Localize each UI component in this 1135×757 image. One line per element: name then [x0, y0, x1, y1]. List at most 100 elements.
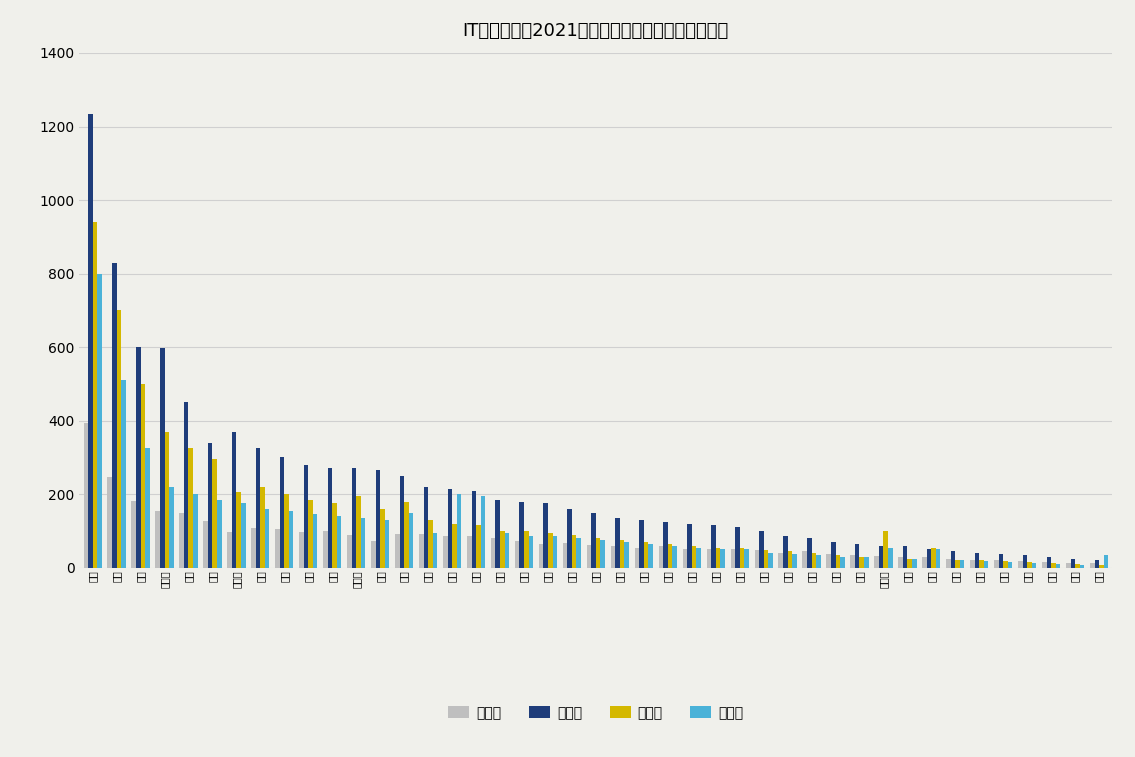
Bar	[515, 541, 520, 568]
Bar	[136, 347, 141, 568]
Bar	[745, 550, 749, 568]
Bar	[947, 559, 951, 568]
Bar	[98, 273, 102, 568]
Bar	[984, 561, 989, 568]
Bar	[1032, 563, 1036, 568]
Bar	[735, 528, 740, 568]
Bar	[816, 555, 821, 568]
Bar	[716, 547, 721, 568]
Bar	[620, 540, 624, 568]
Bar	[141, 384, 145, 568]
Bar	[902, 547, 907, 568]
Bar	[812, 553, 816, 568]
Bar	[994, 560, 999, 568]
Bar	[553, 537, 557, 568]
Bar	[721, 550, 725, 568]
Bar	[524, 531, 529, 568]
Bar	[568, 509, 572, 568]
Bar	[960, 560, 965, 568]
Bar	[203, 522, 208, 568]
Bar	[1027, 562, 1032, 568]
Bar	[188, 448, 193, 568]
Bar	[132, 501, 136, 568]
Bar	[208, 443, 212, 568]
Bar	[328, 469, 333, 568]
Bar	[160, 348, 165, 568]
Bar	[333, 503, 337, 568]
Bar	[591, 512, 596, 568]
Bar	[217, 500, 221, 568]
Bar	[1046, 556, 1051, 568]
Bar	[361, 518, 365, 568]
Bar	[1094, 560, 1099, 568]
Bar	[687, 524, 691, 568]
Bar	[624, 542, 629, 568]
Bar	[672, 546, 676, 568]
Bar	[658, 546, 663, 568]
Bar	[644, 542, 648, 568]
Bar	[480, 496, 485, 568]
Bar	[260, 487, 264, 568]
Bar	[300, 531, 304, 568]
Bar	[615, 518, 620, 568]
Bar	[667, 544, 672, 568]
Bar	[428, 520, 432, 568]
Bar	[385, 520, 389, 568]
Bar	[634, 547, 639, 568]
Legend: 第１次, 第２次, 第３次, 第４次: 第１次, 第２次, 第３次, 第４次	[443, 700, 749, 725]
Bar	[491, 538, 496, 568]
Bar	[792, 554, 797, 568]
Bar	[956, 559, 960, 568]
Bar	[1090, 563, 1094, 568]
Bar	[855, 544, 859, 568]
Bar	[927, 550, 932, 568]
Bar	[275, 529, 280, 568]
Bar	[471, 491, 476, 568]
Bar	[835, 555, 840, 568]
Bar	[788, 551, 792, 568]
Bar	[356, 496, 361, 568]
Bar	[89, 114, 93, 568]
Bar	[84, 423, 89, 568]
Bar	[289, 511, 294, 568]
Bar	[980, 560, 984, 568]
Bar	[452, 524, 456, 568]
Bar	[155, 511, 160, 568]
Bar	[999, 554, 1003, 568]
Bar	[696, 547, 700, 568]
Bar	[117, 310, 121, 568]
Bar	[280, 457, 285, 568]
Bar	[520, 502, 524, 568]
Bar	[255, 448, 260, 568]
Bar	[587, 545, 591, 568]
Bar	[691, 546, 696, 568]
Bar	[145, 448, 150, 568]
Bar	[539, 544, 544, 568]
Bar	[563, 543, 568, 568]
Bar	[572, 534, 577, 568]
Bar	[1056, 564, 1060, 568]
Bar	[874, 556, 878, 568]
Bar	[169, 487, 174, 568]
Bar	[193, 494, 197, 568]
Bar	[236, 492, 241, 568]
Bar	[323, 531, 328, 568]
Bar	[768, 553, 773, 568]
Bar	[975, 553, 980, 568]
Bar	[1099, 565, 1103, 568]
Bar	[264, 509, 269, 568]
Bar	[1070, 559, 1075, 568]
Bar	[93, 222, 98, 568]
Bar	[529, 537, 533, 568]
Bar	[764, 550, 768, 568]
Bar	[423, 487, 428, 568]
Bar	[456, 494, 461, 568]
Bar	[707, 550, 712, 568]
Bar	[932, 547, 936, 568]
Bar	[759, 531, 764, 568]
Bar	[663, 522, 667, 568]
Bar	[232, 431, 236, 568]
Bar	[888, 547, 892, 568]
Bar	[936, 550, 941, 568]
Bar	[807, 538, 812, 568]
